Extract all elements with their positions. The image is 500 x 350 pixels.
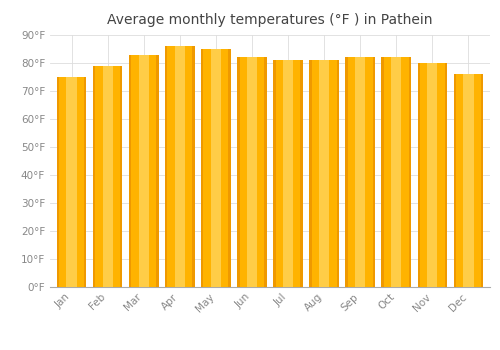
Bar — [174, 46, 185, 287]
Bar — [382, 57, 384, 287]
Bar — [300, 60, 303, 287]
Bar — [66, 77, 77, 287]
Bar — [264, 57, 267, 287]
Bar — [310, 60, 339, 287]
Bar — [228, 49, 230, 287]
Bar — [427, 63, 438, 287]
Bar — [273, 60, 303, 287]
Bar — [346, 57, 348, 287]
Bar — [129, 55, 132, 287]
Bar — [120, 66, 122, 287]
Bar — [319, 60, 330, 287]
Bar — [372, 57, 375, 287]
Bar — [382, 57, 411, 287]
Bar — [444, 63, 447, 287]
Bar — [247, 57, 257, 287]
Bar — [57, 77, 86, 287]
Bar — [57, 77, 59, 287]
Bar — [93, 66, 96, 287]
Bar — [102, 66, 113, 287]
Bar — [391, 57, 402, 287]
Bar — [93, 66, 122, 287]
Bar — [201, 49, 203, 287]
Bar — [454, 74, 483, 287]
Title: Average monthly temperatures (°F ) in Pathein: Average monthly temperatures (°F ) in Pa… — [107, 13, 433, 27]
Bar — [165, 46, 194, 287]
Bar — [165, 46, 168, 287]
Bar — [84, 77, 86, 287]
Bar — [310, 60, 312, 287]
Bar — [463, 74, 473, 287]
Bar — [192, 46, 194, 287]
Bar — [346, 57, 375, 287]
Bar — [129, 55, 158, 287]
Bar — [481, 74, 483, 287]
Bar — [156, 55, 158, 287]
Bar — [355, 57, 366, 287]
Bar — [336, 60, 339, 287]
Bar — [138, 55, 149, 287]
Bar — [237, 57, 240, 287]
Bar — [408, 57, 411, 287]
Bar — [418, 63, 447, 287]
Bar — [237, 57, 267, 287]
Bar — [283, 60, 293, 287]
Bar — [201, 49, 230, 287]
Bar — [210, 49, 221, 287]
Bar — [454, 74, 456, 287]
Bar — [273, 60, 276, 287]
Bar — [418, 63, 420, 287]
